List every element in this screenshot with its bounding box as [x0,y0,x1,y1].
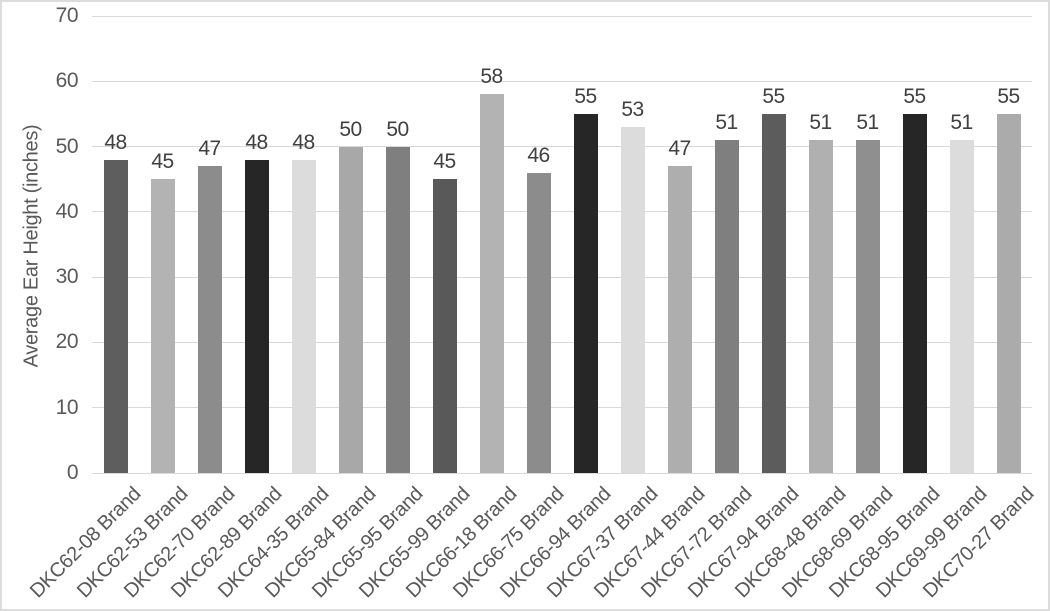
bar-slot: 55 DKC68-95 Brand [825,16,944,602]
bar-slot: 55 DKC67-94 Brand [684,16,803,602]
bar [385,146,410,473]
y-tick-label: 20 [55,330,79,354]
y-tick-label: 0 [66,461,79,484]
bar-value-label: 45 [433,150,456,174]
bar-slot: 48 DKC62-08 Brand [26,16,145,603]
bar-value-label: 55 [574,84,597,108]
plot-area: 48 DKC62-08 Brand 45 DKC62-53 Brand 47 DKC62-… [26,15,1038,603]
bar-slot: 47 DKC67-44 Brand [590,16,709,602]
gridline [92,341,1032,343]
bar-value-label: 51 [950,111,973,135]
bar [902,113,927,473]
bar [667,166,692,473]
gridline [92,276,1032,278]
bar [949,140,974,473]
bar-slot: 53 DKC67-37 Brand [543,16,662,602]
bar-value-label: 45 [151,150,174,174]
bar [103,159,128,473]
bar [526,172,551,473]
bar-series: 48 DKC62-08 Brand 45 DKC62-53 Brand 47 DKC62-… [26,16,1038,603]
bar [761,113,786,473]
y-tick-label: 70 [55,4,79,27]
gridline [92,146,1032,148]
bar-slot: 51 DKC69-99 Brand [872,16,991,602]
bar [338,146,363,473]
bar [996,113,1021,473]
bar-value-label: 48 [245,130,268,154]
bar-value-label: 47 [198,137,221,161]
bar-value-label: 48 [104,130,127,154]
bar-value-label: 51 [809,111,832,135]
bar-value-label: 48 [292,130,315,154]
gridline [92,80,1032,82]
bar-value-label: 51 [715,111,738,135]
gridline [92,15,1032,17]
bar-slot: 51 DKC68-48 Brand [731,16,850,602]
bar-value-label: 58 [480,65,503,89]
bar [150,179,175,473]
bar-slot: 50 DKC65-95 Brand [308,16,427,603]
bar-slot: 47 DKC62-70 Brand [120,16,239,602]
gridline [92,211,1032,213]
y-tick-label: 40 [55,199,79,223]
bar-slot: 58 DKC66-18 Brand [402,16,521,602]
bar-value-label: 47 [668,137,691,161]
bar [855,140,880,473]
bar [573,113,598,473]
gridline [92,472,1032,474]
bar-slot: 50 DKC65-84 Brand [261,16,380,603]
y-tick-label: 50 [55,134,79,158]
bar [244,159,269,473]
bar-slot: 55 DKC70-27 Brand [919,16,1038,602]
bar-value-label: 55 [762,84,785,108]
bar-slot: 51 DKC68-69 Brand [778,16,897,602]
y-tick-label: 10 [55,395,79,419]
bar [432,179,457,473]
bar [714,140,739,473]
bar-value-label: 50 [386,117,409,141]
bar-value-label: 55 [997,84,1020,108]
bar-slot: 51 DKC67-72 Brand [637,16,756,602]
bar-slot: 48 DKC64-35 Brand [214,16,333,603]
bar-slot: 45 DKC62-53 Brand [73,16,192,602]
bar [808,140,833,473]
y-axis-tick-labels: 0 10 20 30 40 50 60 70 [2,4,79,484]
y-tick-label: 30 [55,265,79,289]
bar-value-label: 55 [903,84,926,108]
bar-slot: 55 DKC66-94 Brand [496,16,615,602]
bar-slot: 45 DKC65-99 Brand [355,16,474,602]
bar-slot: 48 DKC62-89 Brand [167,16,286,603]
bar-slot: 46 DKC66-75 Brand [449,16,568,603]
bar [291,159,316,473]
bar-value-label: 50 [339,117,362,141]
bar-value-label: 51 [856,111,879,135]
y-tick-label: 60 [55,69,79,93]
bar-value-label: 53 [621,98,644,121]
bar [620,127,645,473]
bar [197,166,222,473]
bar-value-label: 46 [527,143,550,167]
gridline [92,407,1032,409]
bar [479,94,504,473]
